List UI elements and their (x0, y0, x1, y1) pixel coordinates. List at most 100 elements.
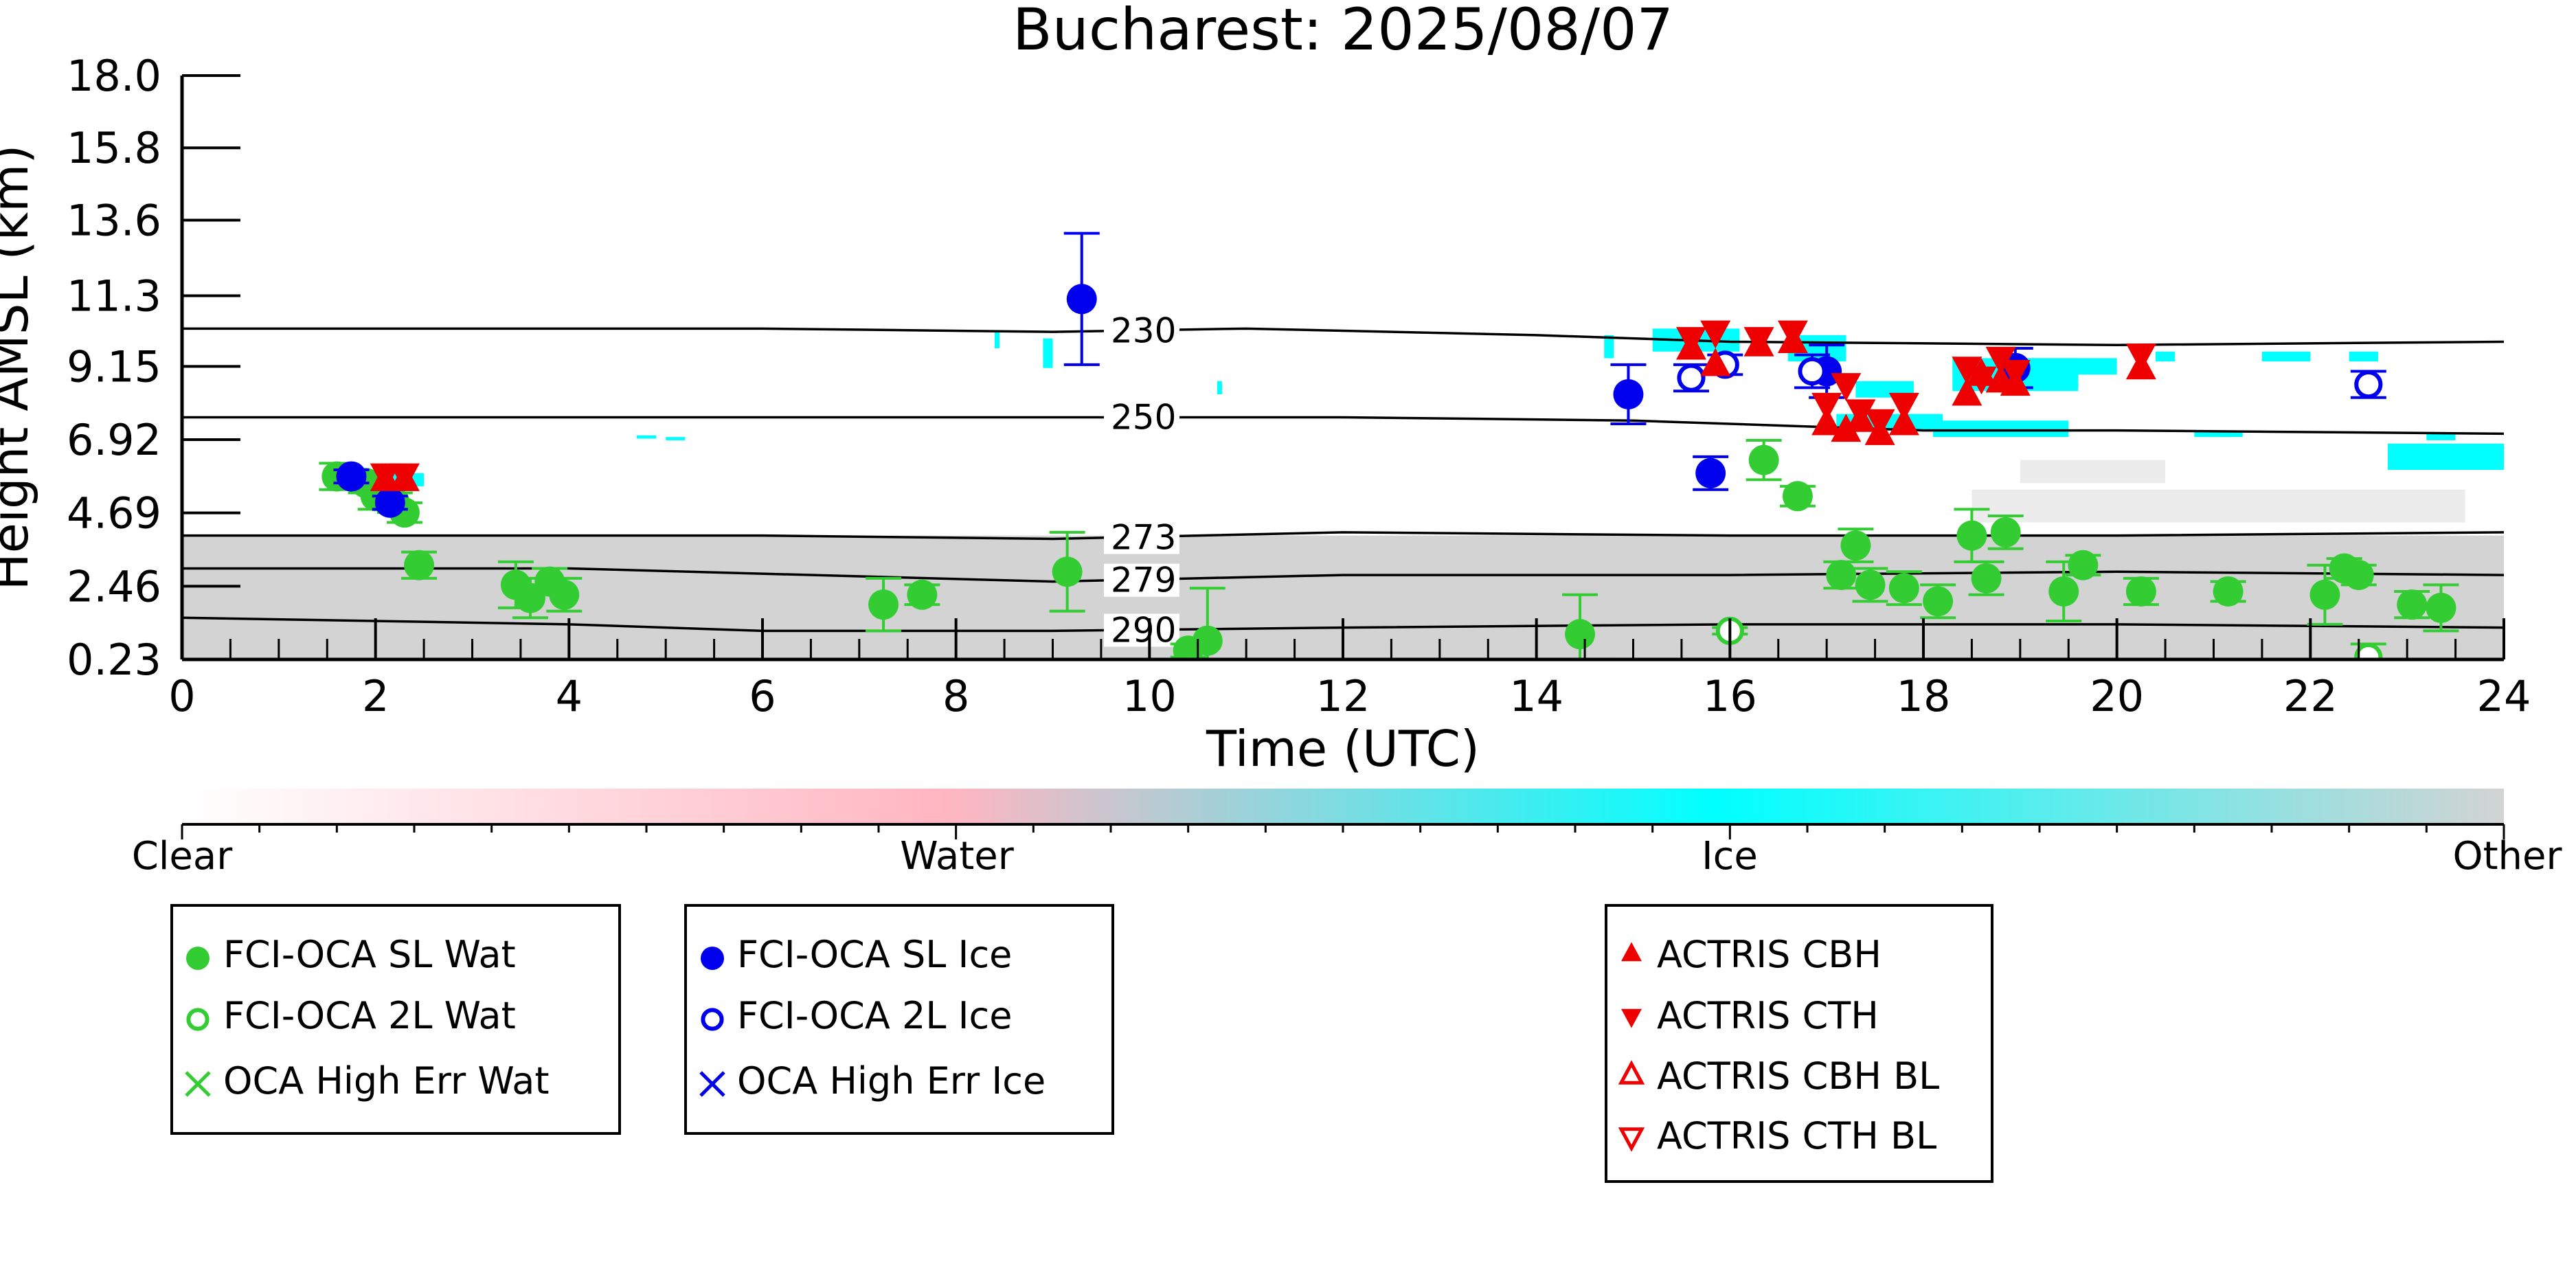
contour-label: 230 (1111, 311, 1176, 351)
legend-item-label: FCI-OCA 2L Wat (223, 994, 516, 1037)
y-tick-label: 2.46 (67, 561, 161, 611)
data-point (2309, 579, 2340, 610)
legend-item-label: ACTRIS CBH BL (1657, 1054, 1939, 1098)
x-tick-label: 20 (2090, 671, 2144, 721)
y-tick-label: 4.69 (67, 488, 161, 539)
cloud-ice-region (2426, 433, 2456, 440)
cloud-ice-region (2261, 351, 2311, 362)
legend-marker-icon (186, 1008, 210, 1031)
legend-item-label: OCA High Err Ice (737, 1059, 1046, 1103)
data-point (1855, 569, 1886, 600)
cloud-ice-region (995, 332, 1000, 349)
legend-marker-icon (701, 947, 724, 970)
x-tick-label: 0 (168, 671, 195, 721)
data-point (2000, 360, 2031, 388)
legend-item-label: ACTRIS CTH BL (1657, 1114, 1936, 1157)
legend-water: FCI-OCA SL Wat FCI-OCA 2L Wat OCA High E… (170, 904, 621, 1135)
data-point (1676, 327, 1706, 355)
data-point (1066, 284, 1097, 315)
data-point (1831, 373, 1862, 401)
data-point (1845, 399, 1876, 428)
data-point (389, 463, 420, 492)
y-tick-label: 15.8 (67, 123, 161, 173)
y-tick-label: 13.6 (67, 195, 161, 245)
cloud-ice-region (636, 435, 657, 439)
colorbar-label-water: Water (900, 834, 1015, 879)
x-tick-label: 4 (556, 671, 583, 721)
x-tick-label: 2 (362, 671, 389, 721)
temperature-contour (182, 567, 2504, 583)
data-point (1811, 407, 1842, 436)
data-point (1677, 363, 1706, 392)
x-tick-label: 14 (1509, 671, 1563, 721)
legend-item-label: FCI-OCA 2L Ice (737, 994, 1012, 1037)
cloud-ice-region (1933, 420, 2069, 438)
legend-item-label: FCI-OCA SL Wat (223, 933, 516, 976)
data-point (1826, 560, 1857, 591)
y-tick-label: 6.92 (67, 415, 161, 465)
data-point (1695, 457, 1726, 488)
data-point (2125, 343, 2156, 372)
data-point (907, 579, 938, 610)
legend-item-label: ACTRIS CTH (1657, 994, 1879, 1037)
cloud-ice-region (666, 437, 686, 440)
data-point (1971, 563, 2002, 594)
data-point (2354, 370, 2383, 399)
contour-label-background (1104, 613, 1179, 647)
legend-marker-icon (1618, 1060, 1645, 1085)
x-axis-label: Time (UTC) (1206, 720, 1480, 778)
contour-label-background (1104, 563, 1179, 597)
cloud-ice-region (1043, 338, 1053, 368)
colorbar: Clear Water Ice Other (132, 789, 2562, 879)
cloud-ice-region (1604, 335, 1614, 359)
data-point (1782, 481, 1813, 512)
data-point (1798, 357, 1827, 386)
cloud-ice-region (2194, 430, 2243, 438)
temperature-contour (182, 531, 2504, 541)
x-tick-label: 24 (2477, 671, 2531, 721)
contour-label-background (1104, 521, 1179, 554)
data-point (1864, 409, 1895, 438)
colorbar-label-other: Other (2452, 834, 2562, 879)
data-point (2426, 592, 2456, 623)
data-point (1952, 357, 1982, 385)
legend-marker-icon (701, 1008, 724, 1031)
data-point (1952, 377, 1982, 406)
data-point (370, 463, 400, 492)
data-point (1565, 619, 1596, 650)
contour-label: 290 (1111, 610, 1176, 650)
x-tick-label: 10 (1122, 671, 1177, 721)
legend-marker-icon-stroke (185, 1071, 211, 1097)
data-point (1743, 327, 1774, 355)
data-point (1052, 556, 1083, 587)
data-point (1700, 320, 1731, 349)
data-point (868, 589, 899, 620)
legend-marker-icon (1621, 942, 1642, 962)
data-point (1613, 379, 1644, 409)
legend-marker-icon (1621, 1008, 1642, 1028)
data-point (336, 461, 367, 492)
data-point (1777, 320, 1808, 349)
y-axis-label: Height AMSL (km) (0, 145, 39, 591)
data-point (2048, 576, 2079, 607)
legend-marker-icon (186, 947, 210, 970)
cloud-other-region (2020, 460, 2166, 484)
contour-label-background (1104, 314, 1179, 348)
data-point (404, 550, 435, 580)
cloud-ice-region (2029, 358, 2117, 375)
data-point (1811, 392, 1842, 421)
data-point (1966, 366, 1997, 395)
chart-title: Bucharest: 2025/08/07 (1013, 0, 1673, 63)
legend-actris: ACTRIS CBH ACTRIS CTH ACTRIS CBH BL ACTR… (1605, 904, 1993, 1183)
legend-ice: FCI-OCA SL Ice FCI-OCA 2L Ice OCA High E… (684, 904, 1114, 1135)
data-point (1888, 392, 1919, 421)
y-tick-label: 9.15 (67, 341, 161, 392)
cloud-other-region (1971, 489, 2465, 523)
legend-marker-icon (1618, 1127, 1645, 1152)
x-tick-label: 8 (942, 671, 969, 721)
legend-marker-icon-stroke (699, 1071, 725, 1097)
contour-label: 250 (1111, 397, 1176, 437)
cloud-ice-region (2349, 351, 2378, 362)
data-point (549, 579, 580, 610)
